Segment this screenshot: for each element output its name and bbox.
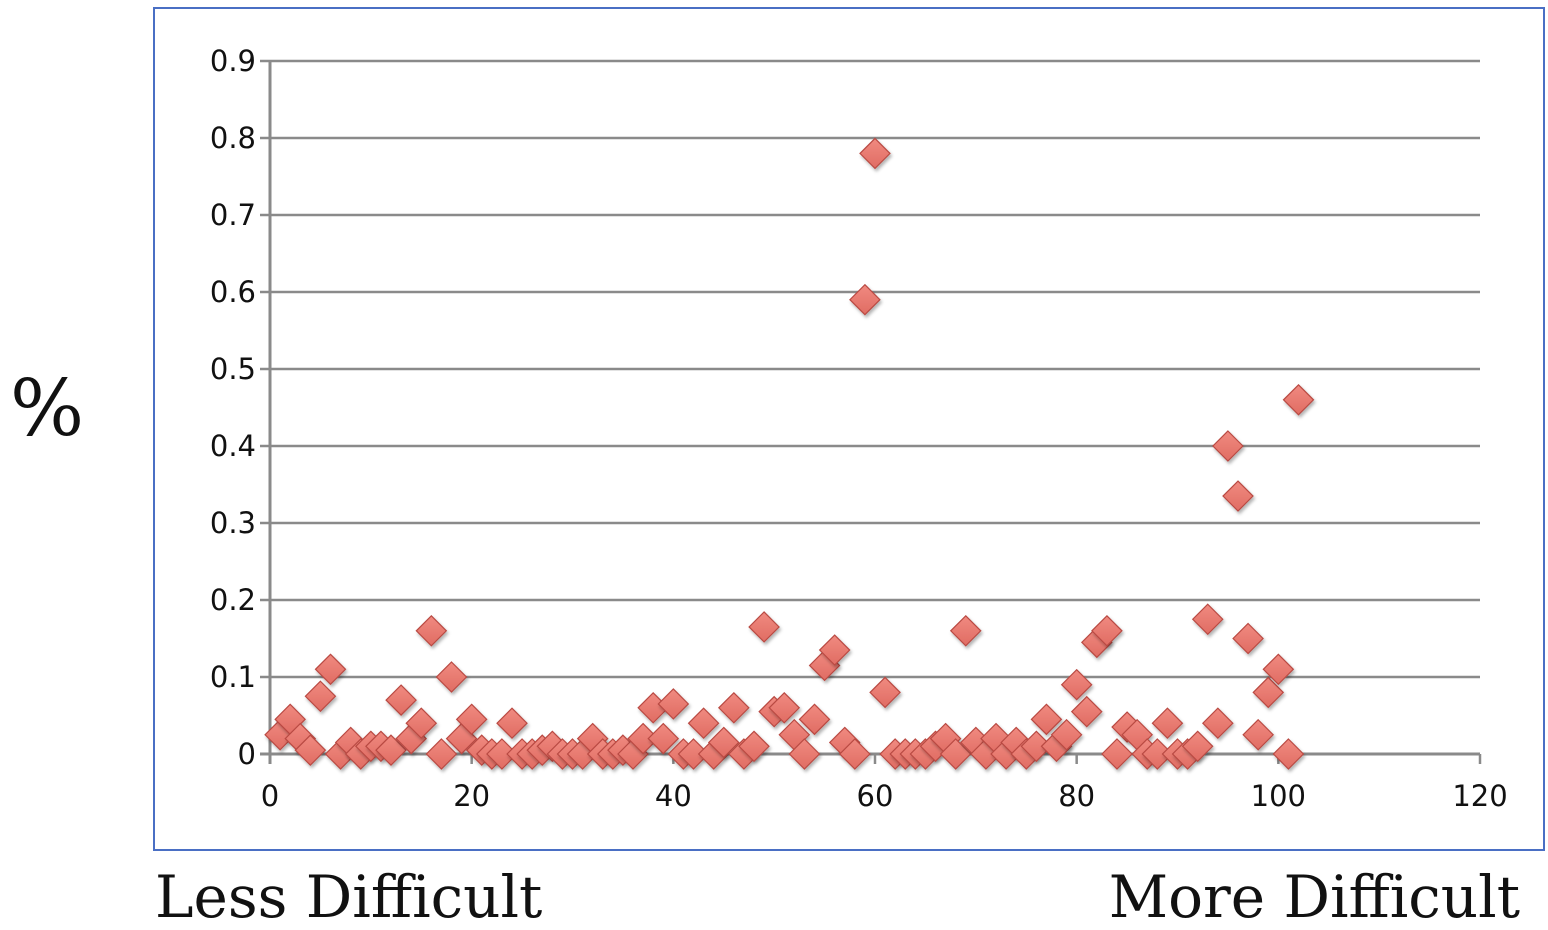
data-point <box>1091 614 1123 647</box>
data-point <box>1201 707 1234 740</box>
data-point <box>1050 718 1083 751</box>
data-point <box>1151 707 1184 740</box>
data-point <box>939 738 972 770</box>
data-point <box>1070 695 1103 728</box>
data-point <box>405 707 438 740</box>
x-tick-label: 0 <box>261 779 279 813</box>
data-point <box>1060 668 1093 701</box>
data-point <box>1282 383 1315 416</box>
data-point <box>1212 430 1244 462</box>
scatter-chart: 0 0.1 0.2 0.3 0.4 0.5 0.6 0.7 0.8 0.9 0 20 40 60 80 100… <box>210 44 1508 813</box>
data-point <box>687 707 720 740</box>
y-tick-label: 0.9 <box>210 44 256 78</box>
data-point <box>1272 738 1305 770</box>
data-point <box>818 634 851 666</box>
x-tick-label: 40 <box>655 779 692 813</box>
data-point <box>1262 653 1295 686</box>
y-tick-label: 0.7 <box>210 198 256 232</box>
y-tick-label: 0.2 <box>210 583 256 617</box>
data-point <box>869 676 901 709</box>
x-tick-label: 80 <box>1058 779 1095 813</box>
data-point <box>788 738 821 770</box>
data-point <box>1252 676 1285 709</box>
data-point <box>748 611 780 643</box>
data-point <box>1242 718 1275 751</box>
data-point <box>294 734 327 766</box>
data-point <box>1181 730 1214 763</box>
data-point <box>385 684 417 716</box>
data-point <box>1030 703 1063 736</box>
data-point <box>304 680 337 713</box>
data-point <box>717 691 750 724</box>
y-tick-label: 0 <box>238 737 256 771</box>
caption-less-difficult: Less Difficult <box>155 863 543 930</box>
data-point <box>838 738 871 770</box>
x-tick-label: 120 <box>1452 779 1507 813</box>
data-point <box>1191 603 1224 636</box>
x-tick-label: 100 <box>1251 779 1306 813</box>
data-point <box>375 734 407 766</box>
data-point <box>1101 738 1133 770</box>
y-tick-label: 0.6 <box>210 275 256 309</box>
data-point <box>738 730 770 763</box>
y-tick-label: 0.1 <box>210 660 256 694</box>
chart-frame: 0 0.1 0.2 0.3 0.4 0.5 0.6 0.7 0.8 0.9 0 20 40 60 80 100… <box>153 7 1545 851</box>
y-tick-label: 0.4 <box>210 429 256 463</box>
x-tick-label: 60 <box>857 779 894 813</box>
data-point <box>415 614 448 647</box>
data-point <box>455 703 488 736</box>
data-point <box>859 137 891 170</box>
data-point <box>657 688 690 720</box>
data-point <box>1222 480 1254 512</box>
data-point <box>707 726 740 759</box>
data-point <box>849 283 881 316</box>
data-point <box>496 707 528 740</box>
x-tick-label: 20 <box>453 779 490 813</box>
data-point <box>435 661 468 693</box>
y-tick-label: 0.3 <box>210 506 256 540</box>
data-point <box>647 722 680 755</box>
y-tick-label: 0.8 <box>210 121 256 155</box>
data-point <box>314 653 347 686</box>
data-point <box>949 614 982 647</box>
data-point <box>798 703 831 736</box>
data-point <box>1232 622 1264 655</box>
caption-more-difficult: More Difficult <box>1108 863 1520 930</box>
data-point <box>425 738 458 770</box>
data-point <box>768 691 801 724</box>
y-axis-symbol: % <box>10 364 85 454</box>
y-tick-label: 0.5 <box>210 352 256 386</box>
data-points <box>264 137 1315 770</box>
